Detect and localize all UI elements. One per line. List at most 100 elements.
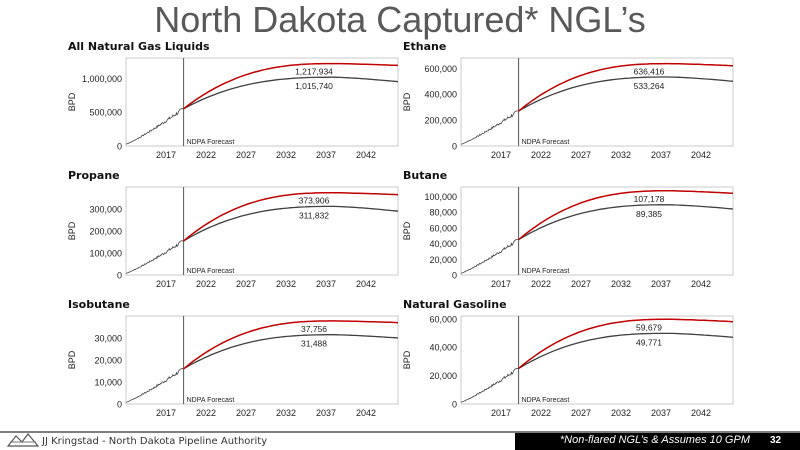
- y-axis-title: BPD: [67, 221, 77, 240]
- y-tick-label: 600,000: [424, 64, 457, 74]
- y-axis-title: BPD: [402, 92, 412, 111]
- y-tick-label: 100,000: [89, 249, 122, 259]
- x-tick-label: 2027: [236, 408, 256, 418]
- plot-frame: [125, 57, 399, 147]
- x-tick-label: 2027: [571, 150, 591, 160]
- forecast-label: NDPA Forecast: [522, 397, 570, 404]
- x-tick-label: 2022: [531, 150, 551, 160]
- y-axis-title: BPD: [402, 221, 412, 240]
- y-tick-label: 0: [117, 142, 122, 152]
- forecast-high-series: [518, 62, 734, 112]
- forecast-low-series: [518, 76, 734, 112]
- y-tick-label: 40,000: [429, 343, 457, 353]
- x-tick-label: 2022: [196, 279, 216, 289]
- y-tick-label: 1,000,000: [82, 74, 122, 84]
- forecast-label: NDPA Forecast: [522, 268, 570, 275]
- chart-butane: 0 20,000 40,000 60,000 80,000 100,000 BPD 2017 2…: [402, 186, 734, 289]
- y-tick-label: 200,000: [89, 227, 122, 237]
- y-tick-label: 20,000: [429, 255, 457, 265]
- chart-ethane: 0 200,000 400,000 600,000 BPD 2017 2022 2027 203…: [402, 57, 734, 160]
- x-tick-label: 2042: [356, 279, 376, 289]
- y-tick-label: 30,000: [94, 334, 122, 344]
- data-label-low: 89,385: [636, 209, 662, 219]
- chart-title-butane: Butane: [403, 169, 448, 182]
- y-axis-title: BPD: [402, 350, 412, 369]
- forecast-high-series: [518, 318, 734, 370]
- y-tick-label: 0: [452, 400, 457, 410]
- y-tick-label: 10,000: [94, 378, 122, 388]
- x-tick-label: 2022: [531, 279, 551, 289]
- x-tick-label: 2042: [356, 408, 376, 418]
- data-label-low: 311,832: [299, 210, 329, 220]
- y-tick-label: 500,000: [89, 108, 122, 118]
- x-tick-label: 2037: [651, 279, 671, 289]
- y-tick-label: 300,000: [89, 205, 122, 215]
- x-tick-label: 2037: [316, 408, 336, 418]
- data-label-high: 107,178: [634, 194, 665, 204]
- y-tick-label: 20,000: [429, 371, 457, 381]
- y-tick-label: 0: [452, 271, 457, 281]
- x-tick-label: 2027: [236, 279, 256, 289]
- x-tick-label: 2042: [691, 408, 711, 418]
- x-tick-label: 2032: [276, 408, 296, 418]
- x-tick-label: 2017: [491, 150, 511, 160]
- y-axis-title: BPD: [67, 350, 77, 369]
- page-number: 32: [770, 435, 782, 446]
- y-tick-label: 60,000: [429, 223, 457, 233]
- x-tick-label: 2022: [196, 150, 216, 160]
- forecast-label: NDPA Forecast: [187, 397, 235, 404]
- forecast-low-series: [183, 334, 399, 370]
- forecast-high-series: [183, 320, 399, 370]
- footer-divider: [0, 431, 800, 433]
- plot-frame: [460, 315, 734, 405]
- historical-series: [125, 368, 184, 403]
- x-tick-label: 2032: [611, 408, 631, 418]
- chart-propane: 0 100,000 200,000 300,000 BPD 2017 2022 2027 203…: [67, 186, 399, 289]
- plot-frame: [125, 186, 399, 276]
- y-tick-label: 0: [452, 142, 457, 152]
- data-label-high: 636,416: [634, 67, 665, 77]
- data-label-low: 49,771: [636, 337, 662, 347]
- historical-series: [125, 240, 184, 274]
- x-tick-label: 2042: [356, 150, 376, 160]
- forecast-low-series: [183, 205, 399, 242]
- data-label-low: 31,488: [301, 339, 327, 349]
- x-tick-label: 2017: [156, 408, 176, 418]
- x-tick-label: 2032: [611, 150, 631, 160]
- x-tick-label: 2042: [691, 150, 711, 160]
- y-tick-label: 0: [117, 271, 122, 281]
- data-label-high: 37,756: [301, 324, 327, 334]
- chart-isobutane: 0 10,000 20,000 30,000 BPD 2017 2022 2027 2032 20…: [67, 315, 399, 418]
- x-tick-label: 2017: [156, 150, 176, 160]
- x-tick-label: 2032: [276, 150, 296, 160]
- data-label-low: 533,264: [634, 81, 665, 91]
- chart-title-ethane: Ethane: [403, 40, 447, 53]
- x-tick-label: 2032: [611, 279, 631, 289]
- forecast-high-series: [183, 191, 399, 242]
- x-tick-label: 2037: [651, 408, 671, 418]
- historical-series: [460, 367, 519, 403]
- chart-title-propane: Propane: [68, 169, 120, 182]
- x-tick-label: 2027: [236, 150, 256, 160]
- footer-note-bar: [515, 433, 800, 450]
- historical-series: [460, 110, 519, 145]
- x-tick-label: 2027: [571, 279, 591, 289]
- data-label-high: 59,679: [636, 322, 662, 332]
- forecast-label: NDPA Forecast: [187, 139, 235, 146]
- y-tick-label: 100,000: [424, 192, 457, 202]
- forecast-high-series: [518, 190, 734, 241]
- forecast-high-series: [183, 62, 399, 110]
- plot-frame: [460, 57, 734, 147]
- x-tick-label: 2017: [156, 279, 176, 289]
- plot-frame: [125, 315, 399, 405]
- x-tick-label: 2042: [691, 279, 711, 289]
- forecast-label: NDPA Forecast: [187, 268, 235, 275]
- footer-note: *Non-flared NGL’s & Assumes 10 GPM: [559, 434, 750, 446]
- slide-title: North Dakota Captured* NGL’s: [154, 0, 646, 40]
- forecast-low-series: [518, 204, 734, 241]
- x-tick-label: 2022: [196, 408, 216, 418]
- pipeline-authority-logo: [6, 433, 40, 447]
- y-tick-label: 400,000: [424, 90, 457, 100]
- chart-title-natural-gasoline: Natural Gasoline: [403, 298, 507, 311]
- forecast-low-series: [518, 332, 734, 370]
